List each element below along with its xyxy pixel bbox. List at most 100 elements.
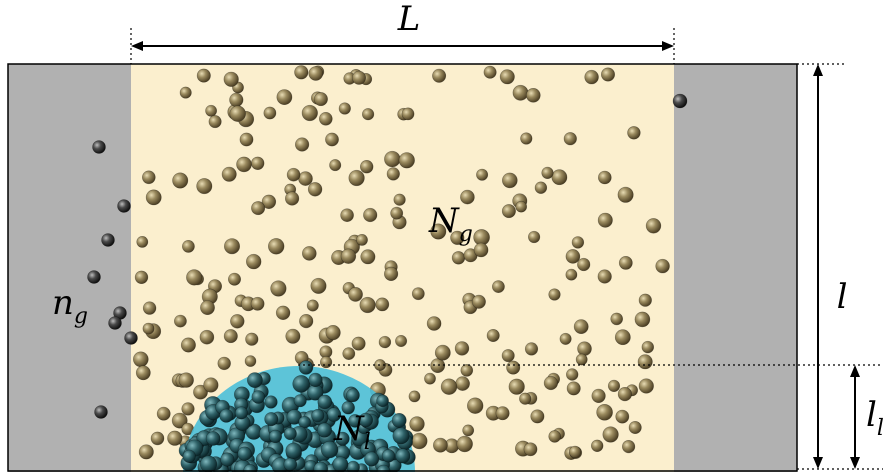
gas-particle: [590, 439, 604, 452]
gas-particle: [483, 65, 497, 79]
gas-particle: [224, 238, 241, 255]
gas-particle: [401, 107, 415, 121]
liquid-particle: [317, 394, 333, 410]
left-side-region: [8, 64, 131, 472]
label-n-g: ng: [52, 283, 88, 329]
gas-particle: [610, 312, 624, 326]
gas-particle: [196, 178, 213, 195]
gas-particle: [398, 152, 415, 169]
right-side-region: [674, 64, 797, 472]
gas-particle: [565, 268, 578, 281]
gas-particle: [471, 294, 486, 309]
gas-particle: [268, 238, 285, 255]
gas-particle: [295, 137, 310, 152]
gas-particle: [228, 272, 242, 286]
gas-particle: [566, 381, 581, 396]
gas-particle: [499, 69, 515, 85]
gas-particle: [577, 257, 591, 272]
gas-particle: [318, 112, 333, 126]
gas-particle: [325, 325, 341, 341]
gas-particle: [430, 358, 446, 373]
gas-particle: [527, 230, 541, 244]
gas-particle: [476, 168, 489, 181]
gas-particle: [244, 355, 257, 367]
gas-particle: [495, 406, 510, 421]
gas-particle: [460, 364, 474, 377]
gas-particle: [602, 426, 619, 443]
liquid-particle: [316, 422, 332, 438]
liquid-particle: [285, 442, 302, 459]
gas-particle: [638, 293, 652, 307]
liquid-particle: [313, 461, 329, 472]
gas-particle: [179, 86, 192, 99]
gas-particle: [196, 68, 211, 83]
liquid-particle: [205, 431, 221, 446]
gas-particle: [637, 354, 653, 370]
gas-particle: [575, 353, 588, 366]
gas-particle: [246, 253, 262, 270]
gas-particle: [356, 233, 368, 246]
gas-particle: [325, 132, 339, 147]
gas-particle: [172, 172, 189, 189]
gas-particle: [486, 328, 500, 342]
liquid-particle: [320, 440, 339, 459]
gas-particle: [193, 384, 208, 400]
liquid-particle: [264, 395, 278, 409]
liquid-particle: [246, 372, 263, 388]
gas-particle: [641, 340, 654, 354]
liquid-particle: [341, 401, 355, 415]
liquid-particle: [335, 431, 350, 446]
gas-particle: [551, 169, 568, 186]
side-particle: [94, 405, 108, 419]
gas-particle: [251, 156, 265, 171]
gas-particle: [205, 104, 217, 117]
gas-particle: [181, 239, 195, 253]
gas-particle: [270, 280, 287, 297]
gas-particle: [584, 69, 599, 85]
gas-particle: [351, 336, 366, 351]
gas-particle: [186, 269, 203, 286]
gas-particle: [239, 132, 254, 147]
gas-particle: [491, 280, 505, 293]
gas-particle: [301, 104, 318, 122]
liquid-particle: [345, 388, 360, 403]
gas-particle: [596, 403, 613, 421]
gas-particle: [634, 311, 651, 328]
gas-particle: [181, 402, 195, 416]
gas-particle: [614, 329, 631, 346]
gas-particle: [541, 166, 554, 179]
liquid-particle: [283, 457, 298, 472]
gas-particle: [236, 156, 252, 173]
gas-particle: [515, 200, 528, 213]
gas-particle: [621, 440, 636, 454]
gas-particles: [133, 65, 670, 461]
gas-particle: [263, 106, 277, 120]
gas-particle: [285, 191, 300, 206]
arrowhead: [850, 365, 860, 377]
gas-particle: [501, 204, 516, 219]
liquid-particle: [268, 429, 283, 444]
gas-particle: [156, 406, 171, 421]
gas-particle: [426, 316, 442, 331]
label-ll: ll: [866, 395, 883, 441]
gas-particle: [298, 171, 313, 186]
gas-particle: [301, 246, 317, 261]
arrowhead: [813, 64, 823, 76]
gas-particle: [512, 84, 529, 101]
gas-particle: [455, 376, 470, 391]
gas-particle: [563, 132, 577, 146]
gas-particle: [520, 132, 533, 145]
liquid-particle: [286, 409, 302, 425]
gas-particle: [173, 314, 187, 328]
liquid-particle: [283, 427, 297, 441]
liquid-particle: [199, 455, 218, 472]
liquid-particle: [376, 394, 389, 408]
side-particle: [92, 140, 106, 154]
gas-particle: [432, 437, 448, 453]
liquid-particle: [219, 408, 234, 423]
gas-particle: [525, 88, 541, 103]
liquid-particle: [358, 412, 373, 428]
gas-particle: [286, 167, 301, 182]
gas-particle: [591, 388, 606, 404]
liquid-particle: [395, 448, 411, 464]
